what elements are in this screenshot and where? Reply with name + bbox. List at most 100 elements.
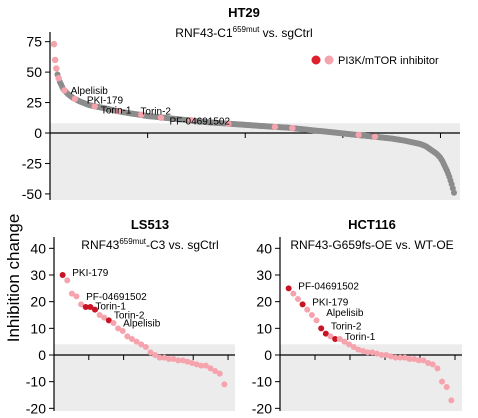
drug-annotation: PKI-179	[87, 96, 124, 107]
panel-ls513: LS513 RNF43659mut-C3 vs. sgCtrl 40 30 20 10 0 -…	[26, 217, 235, 416]
pi3k-point	[138, 111, 145, 118]
data-point	[170, 356, 177, 362]
drug-annotation: Alpelisib	[123, 319, 161, 330]
y-tick-label: -20	[26, 400, 46, 416]
data-point	[138, 341, 145, 348]
data-point	[101, 314, 108, 321]
y-tick-label: 30	[256, 267, 272, 283]
data-point	[202, 362, 209, 369]
data-point	[91, 306, 98, 313]
legend-dot-light	[324, 55, 334, 65]
data-point	[221, 381, 228, 388]
data-point	[161, 354, 168, 361]
y-tick-label: 0	[38, 347, 46, 363]
data-point	[212, 368, 219, 374]
drug-annotation: Torin-1	[101, 105, 132, 116]
panel-ht29: HT29 RNF43-C1659mut vs. sgCtrl 75 50 25 0 -25 -…	[22, 5, 460, 202]
drug-annotation: PF-04691502	[86, 292, 147, 303]
y-tick-label: -10	[252, 374, 272, 390]
data-point	[318, 325, 325, 332]
data-point	[216, 370, 223, 377]
data-point	[387, 353, 394, 360]
data-point	[327, 333, 334, 340]
data-point	[179, 357, 186, 364]
drug-annotation: Torin-2	[331, 321, 362, 332]
data-point	[434, 365, 441, 372]
pi3k-point	[114, 107, 122, 115]
data-point	[82, 304, 89, 310]
legend: PI3K/mTOR inhibitor	[311, 55, 439, 67]
data-point	[285, 285, 292, 292]
drug-annotation: PKI-179	[312, 297, 349, 308]
data-point	[364, 349, 371, 356]
data-point	[64, 277, 71, 284]
data-point	[142, 344, 149, 350]
data-point	[96, 312, 103, 318]
y-tick-label: 10	[30, 320, 46, 336]
data-point	[175, 357, 182, 364]
pi3k-point	[51, 56, 59, 64]
pi3k-point	[71, 95, 79, 103]
data-point	[68, 290, 75, 297]
y-tick-label: 40	[256, 240, 272, 256]
data-point	[110, 320, 117, 326]
data-point	[290, 290, 297, 297]
y-tick-label: 0	[34, 125, 42, 141]
panel-title: HT29	[228, 5, 260, 20]
data-point	[313, 317, 320, 324]
y-axis-label: Inhibition change	[4, 214, 23, 343]
pi3k-point	[53, 65, 60, 72]
panel-title: HCT116	[348, 217, 396, 232]
y-tick-label: -25	[22, 155, 42, 171]
data-point	[439, 378, 446, 385]
data-point	[425, 360, 432, 366]
data-point	[378, 352, 385, 358]
data-point	[165, 356, 172, 362]
data-point	[346, 341, 353, 348]
drug-annotation: PKI-179	[72, 268, 109, 279]
data-point	[406, 356, 413, 362]
data-point	[304, 306, 311, 313]
data-point	[401, 354, 408, 361]
drug-annotation: PF-04691502	[298, 281, 359, 292]
data-point	[294, 296, 301, 302]
data-point	[392, 354, 399, 361]
data-point	[448, 397, 455, 404]
data-point	[360, 348, 367, 354]
y-tick-label: 0	[264, 347, 272, 363]
panel-subtitle: RNF43-C1659mut vs. sgCtrl	[175, 25, 312, 40]
pi3k-point	[271, 123, 279, 131]
data-point	[189, 360, 196, 366]
panel-title: LS513	[131, 217, 169, 232]
y-tick-label: 25	[26, 95, 42, 111]
drug-annotation: Torin-1	[345, 332, 376, 343]
pi3k-point	[50, 40, 58, 48]
data-point	[119, 328, 126, 334]
panel-subtitle: RNF43-G659fs-OE vs. WT-OE	[290, 238, 453, 252]
panel-hct116: HCT116 RNF43-G659fs-OE vs. WT-OE 40 30 20 10 0…	[252, 217, 462, 416]
data-point	[369, 349, 376, 356]
y-tick-label: 40	[30, 240, 46, 256]
data-point	[397, 354, 404, 361]
drug-annotation: Torin-1	[95, 301, 126, 312]
data-point	[198, 362, 205, 369]
legend-label: PI3K/mTOR inhibitor	[338, 55, 439, 67]
y-tick-label: 50	[26, 64, 42, 80]
y-tick-label: 75	[26, 34, 42, 50]
y-tick-label: 20	[256, 294, 272, 310]
data-point	[443, 384, 450, 390]
data-point	[128, 336, 135, 342]
data-point	[299, 301, 306, 308]
legend-dot-dark	[311, 55, 321, 65]
data-point	[350, 344, 357, 350]
data-point	[147, 349, 154, 356]
data-point	[355, 346, 362, 353]
y-tick-label: 20	[30, 294, 46, 310]
data-point	[332, 336, 339, 342]
data-point	[115, 325, 122, 332]
data-point	[124, 333, 131, 340]
data-point	[415, 357, 422, 364]
data-point	[373, 350, 380, 357]
pi3k-point	[225, 120, 232, 128]
